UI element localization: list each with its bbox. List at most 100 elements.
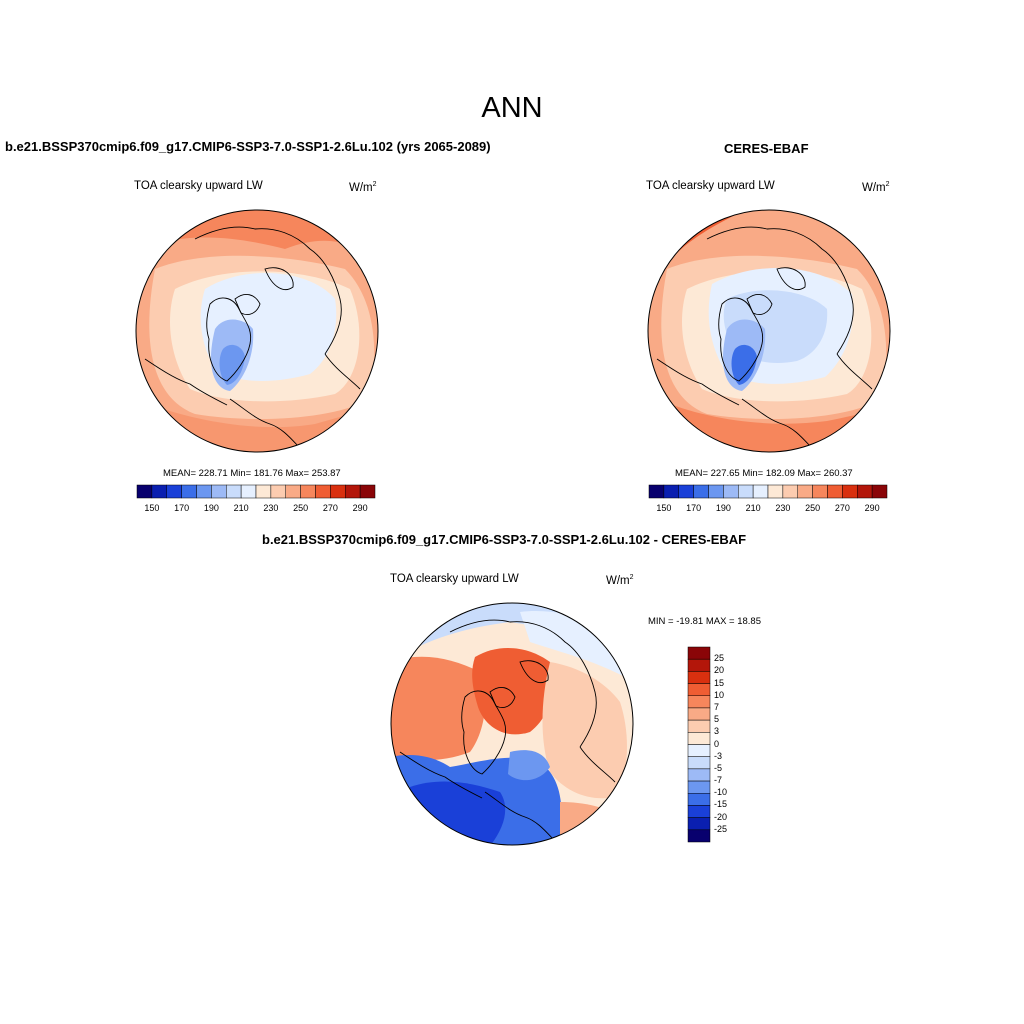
diff-colorbar-tick-label: 0: [714, 738, 720, 749]
obs-colorbar-swatch: [693, 484, 709, 499]
obs-colorbar-swatch: [812, 484, 828, 499]
diff-colorbar-tick-label: 3: [714, 726, 720, 737]
obs-colorbar-tick-label: 150: [656, 503, 672, 513]
diff-colorbar-tick-label: -3: [714, 750, 723, 761]
model-colorbar-swatch: [285, 484, 301, 499]
diff-colorbar-tick-label: -25: [714, 823, 728, 834]
model-colorbar-tick-label: 190: [203, 503, 219, 513]
diff-colorbar-swatch: [687, 732, 711, 745]
obs-colorbar-swatch: [857, 484, 873, 499]
obs-panel-title: CERES-EBAF: [724, 141, 809, 156]
obs-variable-label: TOA clearsky upward LW: [646, 180, 775, 192]
model-colorbar-swatch: [345, 484, 361, 499]
model-colorbar-swatch: [151, 484, 167, 499]
model-stats: MEAN= 228.71 Min= 181.76 Max= 253.87: [163, 468, 341, 479]
model-colorbar-swatch: [270, 484, 286, 499]
diff-colorbar-swatch: [687, 829, 711, 843]
obs-colorbar-swatch: [827, 484, 843, 499]
model-colorbar-swatch: [226, 484, 242, 499]
obs-colorbar-tick-label: 270: [834, 503, 850, 513]
model-colorbar-swatch: [211, 484, 227, 499]
diff-colorbar-swatch: [687, 805, 711, 818]
obs-colorbar-swatch: [797, 484, 813, 499]
obs-colorbar-tick-label: 230: [775, 503, 791, 513]
diff-colorbar-swatch: [687, 683, 711, 696]
diff-colorbar-swatch: [687, 756, 711, 770]
obs-colorbar-tick-label: 290: [864, 503, 880, 513]
obs-colorbar-tick-label: 170: [686, 503, 702, 513]
obs-polar-map: [647, 209, 891, 453]
model-colorbar-swatch: [136, 484, 153, 499]
model-colorbar-tick-label: 250: [293, 503, 309, 513]
model-colorbar-swatch: [315, 484, 331, 499]
obs-colorbar-tick-label: 190: [715, 503, 731, 513]
diff-colorbar-tick-label: -7: [714, 775, 723, 786]
diff-colorbar-tick-label: 20: [714, 665, 725, 676]
obs-colorbar-swatch: [782, 484, 798, 499]
diff-colorbar-swatch: [687, 793, 711, 806]
diff-colorbar-swatch: [687, 671, 711, 684]
diff-colorbar-swatch: [687, 719, 711, 733]
model-polar-map: [135, 209, 379, 453]
diff-colorbar: [687, 646, 711, 843]
diff-panel-title: b.e21.BSSP370cmip6.f09_g17.CMIP6-SSP3-7.…: [262, 532, 747, 547]
diff-colorbar-tick-label: 15: [714, 677, 725, 688]
model-colorbar-tick-label: 170: [174, 503, 190, 513]
model-colorbar-ticks: 150 170 190 210 230 250 270 290: [137, 503, 375, 515]
model-colorbar-swatch: [181, 484, 197, 499]
diff-colorbar-tick-label: -15: [714, 799, 728, 810]
obs-stats: MEAN= 227.65 Min= 182.09 Max= 260.37: [675, 468, 853, 479]
obs-colorbar-swatch: [738, 484, 754, 499]
model-colorbar-tick-label: 270: [322, 503, 338, 513]
obs-colorbar-swatch: [871, 484, 888, 499]
obs-colorbar-swatch: [663, 484, 679, 499]
diff-colorbar-tick-label: -20: [714, 811, 728, 822]
model-colorbar-swatch: [240, 484, 257, 499]
obs-colorbar-ticks: 150 170 190 210 230 250 270 290: [649, 503, 887, 515]
diff-polar-map: [390, 602, 634, 846]
diff-colorbar-swatch: [687, 646, 711, 660]
diff-colorbar-tick-label: 5: [714, 714, 720, 725]
obs-colorbar-swatch: [648, 484, 665, 499]
model-colorbar-swatch: [166, 484, 182, 499]
model-units-label: W/m2: [349, 181, 377, 194]
model-colorbar-swatch: [330, 484, 346, 499]
model-colorbar: [136, 484, 376, 499]
model-colorbar-tick-label: 290: [352, 503, 368, 513]
diff-colorbar-tick-label: 10: [714, 689, 725, 700]
diff-colorbar-swatch: [687, 695, 711, 709]
diff-colorbar-swatch: [687, 780, 711, 794]
diff-colorbar-tick-label: -10: [714, 787, 728, 798]
obs-colorbar-swatch: [752, 484, 769, 499]
diff-colorbar-swatch: [687, 768, 711, 782]
diff-variable-label: TOA clearsky upward LW: [390, 573, 519, 585]
model-colorbar-tick-label: 150: [144, 503, 160, 513]
diff-colorbar-tick-label: -5: [714, 762, 723, 773]
obs-units-label: W/m2: [862, 181, 890, 194]
diff-colorbar-swatch: [687, 744, 711, 757]
diff-colorbar-tick-label: 25: [714, 653, 725, 664]
model-colorbar-swatch: [300, 484, 316, 499]
model-variable-label: TOA clearsky upward LW: [134, 180, 263, 192]
diff-colorbar-swatch: [687, 658, 711, 672]
obs-colorbar-swatch: [767, 484, 784, 499]
model-colorbar-tick-label: 210: [233, 503, 249, 513]
obs-colorbar: [648, 484, 888, 499]
model-colorbar-tick-label: 230: [263, 503, 279, 513]
obs-colorbar-swatch: [708, 484, 724, 499]
obs-colorbar-tick-label: 250: [805, 503, 821, 513]
figure-title: ANN: [481, 92, 543, 124]
obs-colorbar-swatch: [678, 484, 694, 499]
diff-stats: MIN = -19.81 MAX = 18.85: [648, 616, 762, 627]
obs-colorbar-tick-label: 210: [745, 503, 761, 513]
diff-colorbar-ticks: 25 20 15 10 7 5 3 0 -3 -5 -7 -10 -15 -20 -25: [714, 647, 754, 842]
model-colorbar-swatch: [196, 484, 212, 499]
diff-colorbar-swatch: [687, 817, 711, 831]
model-colorbar-swatch: [255, 484, 272, 499]
obs-colorbar-swatch: [842, 484, 858, 499]
obs-colorbar-swatch: [723, 484, 739, 499]
diff-units-label: W/m2: [606, 574, 634, 587]
diff-colorbar-swatch: [687, 707, 711, 721]
diff-colorbar-tick-label: 7: [714, 701, 720, 712]
model-colorbar-swatch: [359, 484, 376, 499]
